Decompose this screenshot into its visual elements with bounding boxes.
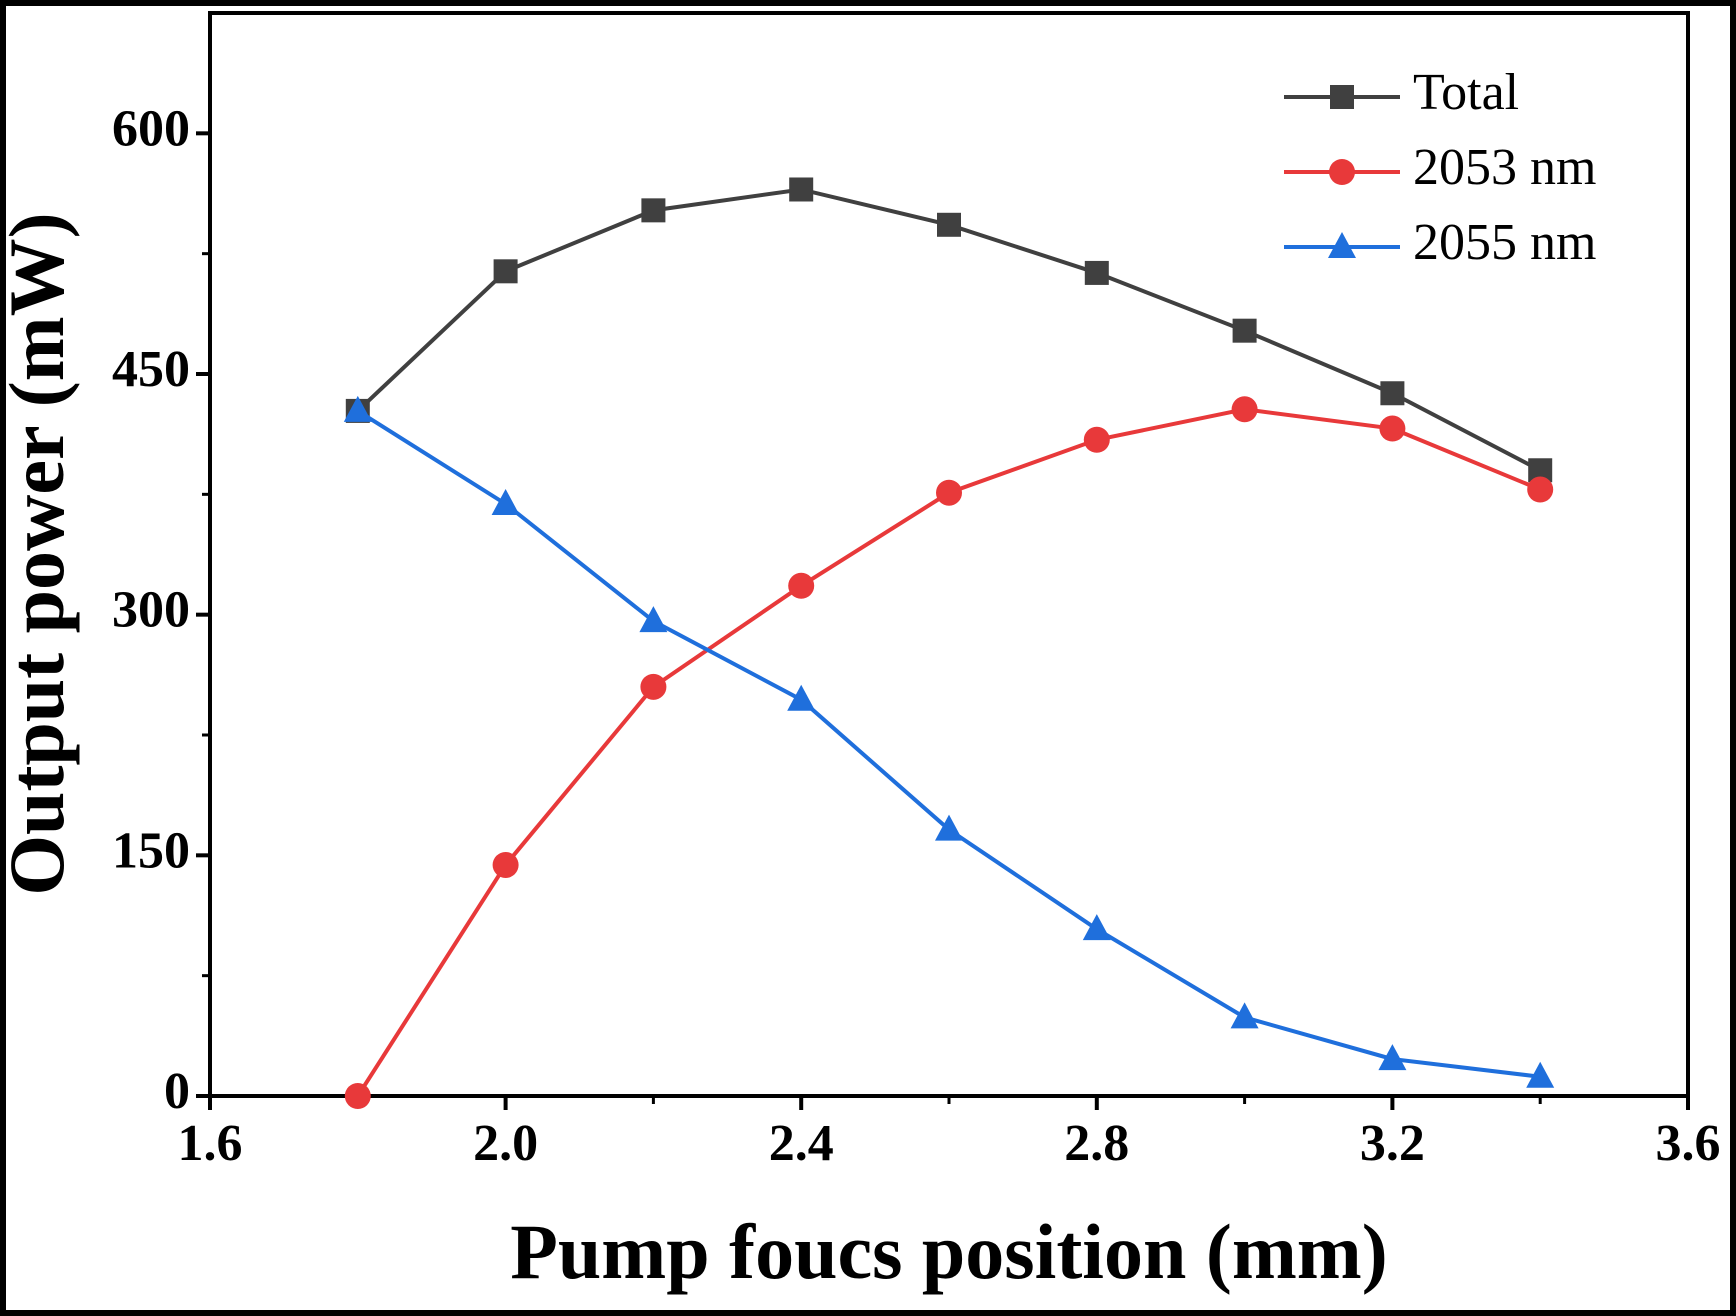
marker bbox=[641, 198, 666, 223]
marker bbox=[1527, 476, 1554, 503]
marker bbox=[1379, 415, 1406, 442]
x-tick-label: 2.4 bbox=[769, 1115, 834, 1172]
x-axis-title: Pump foucs position (mm) bbox=[510, 1208, 1388, 1295]
marker bbox=[1526, 1061, 1555, 1088]
marker bbox=[492, 851, 519, 878]
marker bbox=[787, 684, 816, 711]
legend-marker bbox=[1330, 85, 1354, 109]
x-tick-label: 3.6 bbox=[1656, 1115, 1721, 1172]
marker bbox=[935, 814, 963, 841]
y-tick-label: 600 bbox=[112, 100, 190, 157]
legend-label: 2053 nm bbox=[1413, 139, 1596, 196]
marker bbox=[937, 212, 961, 237]
marker bbox=[788, 572, 815, 599]
y-tick-label: 150 bbox=[112, 822, 190, 879]
y-tick-label: 300 bbox=[112, 582, 190, 639]
marker bbox=[1083, 426, 1110, 453]
marker bbox=[1231, 396, 1258, 423]
marker bbox=[343, 395, 372, 422]
legend-marker bbox=[1328, 232, 1356, 258]
marker bbox=[1380, 381, 1405, 406]
x-tick-label: 2.0 bbox=[473, 1115, 538, 1172]
legend-marker bbox=[1329, 159, 1355, 185]
legend-label: Total bbox=[1413, 64, 1519, 121]
marker bbox=[1082, 914, 1111, 941]
y-tick-label: 0 bbox=[164, 1063, 190, 1120]
y-tick-label: 450 bbox=[112, 341, 190, 398]
marker bbox=[936, 479, 962, 506]
legend-label: 2055 nm bbox=[1413, 214, 1596, 271]
marker bbox=[1232, 318, 1257, 343]
marker bbox=[344, 1083, 371, 1109]
marker bbox=[640, 673, 667, 700]
marker bbox=[1230, 1002, 1259, 1029]
x-tick-label: 3.2 bbox=[1360, 1115, 1425, 1172]
marker bbox=[1084, 260, 1109, 285]
x-tick-label: 2.8 bbox=[1064, 1115, 1129, 1172]
marker bbox=[789, 177, 814, 202]
marker bbox=[493, 259, 518, 284]
marker bbox=[1378, 1044, 1407, 1071]
marker bbox=[491, 488, 520, 515]
y-axis-title: Output power (mW) bbox=[0, 212, 80, 895]
x-tick-label: 1.6 bbox=[178, 1115, 243, 1172]
marker bbox=[639, 606, 668, 633]
